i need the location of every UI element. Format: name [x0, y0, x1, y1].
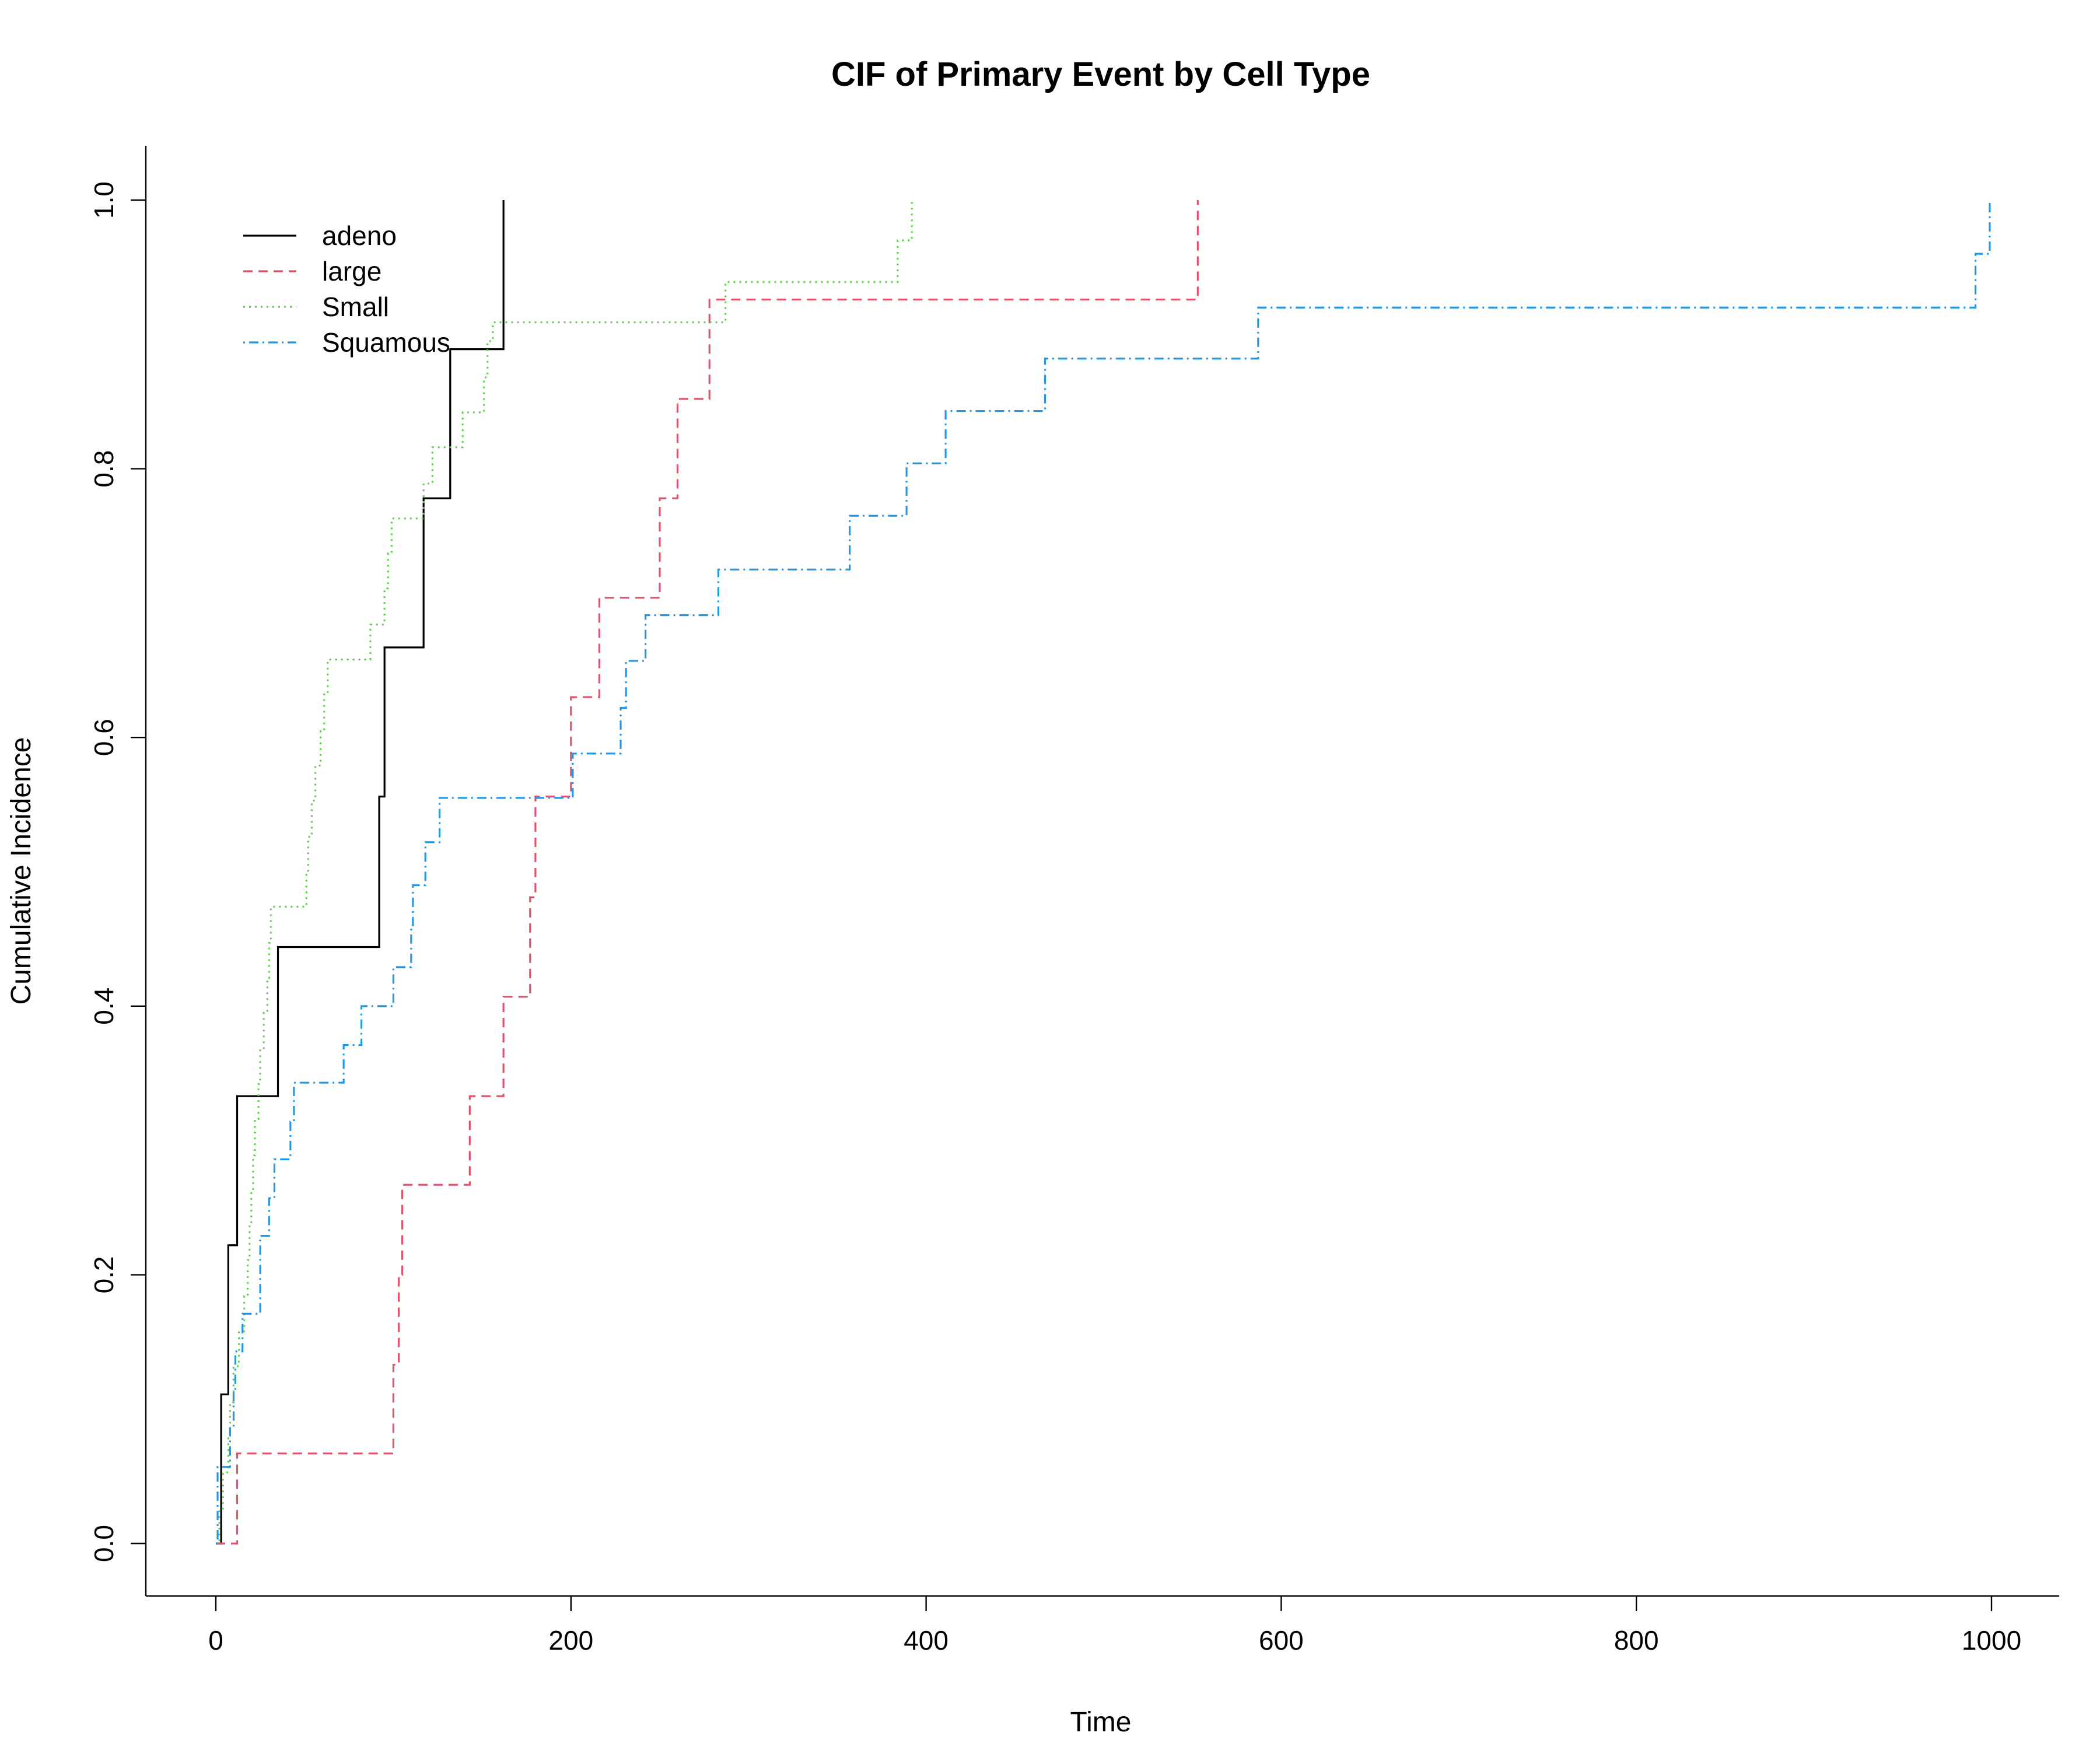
x-tick-label: 400 — [904, 1625, 949, 1656]
legend-label-small: Small — [322, 292, 389, 322]
series-line-adeno — [216, 200, 505, 1545]
legend-label-squamous: Squamous — [322, 327, 450, 358]
y-tick-label: 0.8 — [89, 450, 119, 488]
x-tick-label: 200 — [548, 1625, 593, 1656]
axes: 0 200 400 600 800 1000 0.0 0.2 0.4 0.6 0.8 1.0 — [89, 146, 2059, 1656]
legend-label-adeno: adeno — [322, 220, 397, 251]
y-tick-label: 0.2 — [89, 1256, 119, 1293]
legend-label-large: large — [322, 256, 382, 286]
series-group — [216, 200, 1991, 1545]
x-tick-label: 800 — [1614, 1625, 1659, 1656]
y-axis-title: Cumulative Incidence — [6, 737, 37, 1005]
series-line-small — [216, 200, 913, 1545]
legend: adeno large Small Squamous — [243, 220, 450, 358]
y-tick-label: 0.4 — [89, 988, 119, 1025]
y-tick-label: 1.0 — [89, 181, 119, 219]
x-axis-title: Time — [1070, 1707, 1132, 1738]
y-tick-label: 0.6 — [89, 719, 119, 756]
series-line-large — [216, 200, 1199, 1545]
series-line-squamous — [216, 200, 1991, 1545]
y-tick-label: 0.0 — [89, 1525, 119, 1562]
x-tick-label: 0 — [208, 1625, 223, 1656]
chart-title: CIF of Primary Event by Cell Type — [831, 55, 1370, 93]
x-tick-label: 600 — [1259, 1625, 1304, 1656]
x-tick-label: 1000 — [1962, 1625, 2021, 1656]
